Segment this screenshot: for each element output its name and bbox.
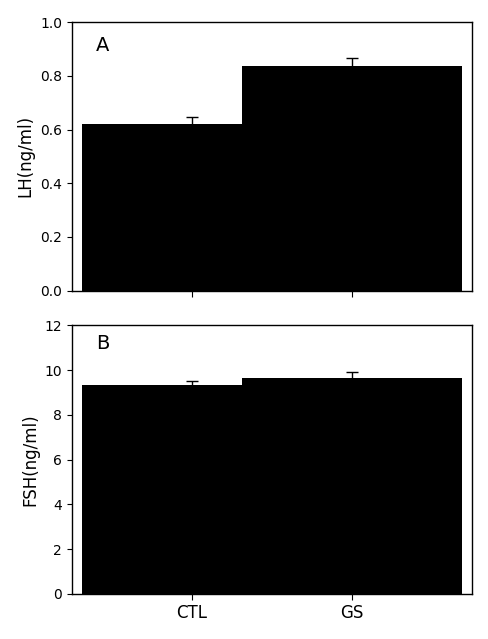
Y-axis label: FSH(ng/ml): FSH(ng/ml) [21, 413, 39, 506]
Text: A: A [96, 36, 109, 54]
Bar [242, 378, 461, 594]
Y-axis label: LH(ng/ml): LH(ng/ml) [17, 115, 35, 197]
Bar [82, 124, 302, 291]
Bar [82, 385, 302, 594]
Text: B: B [96, 334, 109, 353]
Bar [242, 66, 461, 291]
